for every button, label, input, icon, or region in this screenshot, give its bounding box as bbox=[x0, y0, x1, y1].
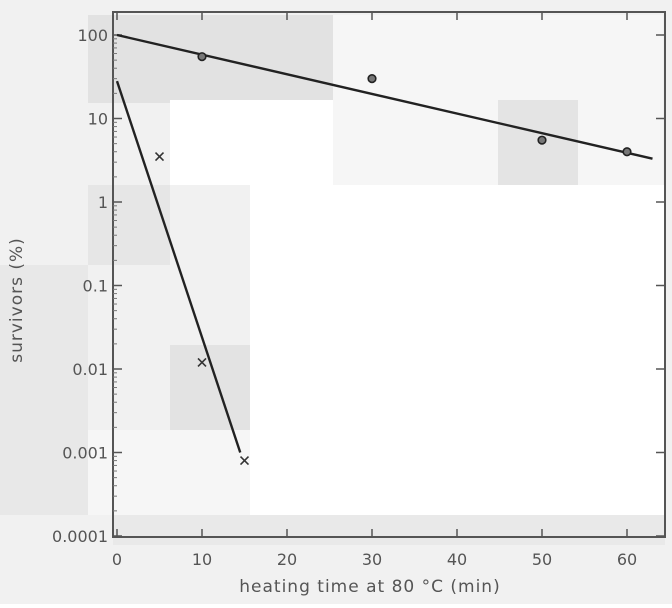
x-marker-stroke bbox=[239, 456, 250, 466]
data-point-x bbox=[239, 456, 250, 466]
x-tick-label: 20 bbox=[277, 550, 297, 569]
data-point-circle bbox=[197, 52, 207, 62]
data-point-circle bbox=[537, 135, 547, 145]
x-marker-stroke bbox=[197, 357, 207, 367]
y-tick-label: 0.01 bbox=[72, 360, 108, 379]
x-marker-stroke bbox=[154, 152, 165, 162]
data-point-x bbox=[154, 152, 165, 162]
y-tick-label: 0.001 bbox=[62, 444, 108, 463]
background-block bbox=[170, 100, 335, 185]
plot-frame bbox=[112, 11, 666, 538]
x-tick-label: 10 bbox=[192, 550, 212, 569]
ticks: 0 10 20 30 40 50 60 0.0001 0.001 0.01 0.1 1 10 100 bbox=[52, 12, 665, 569]
data-marks bbox=[115, 33, 653, 466]
background-block bbox=[498, 100, 578, 185]
background-block bbox=[88, 15, 333, 103]
y-tick-label: 0.0001 bbox=[52, 527, 108, 546]
background-block bbox=[250, 185, 665, 515]
data-point-circle bbox=[367, 74, 377, 84]
y-tick-label: 0.1 bbox=[83, 277, 108, 296]
y-tick-label: 100 bbox=[77, 26, 108, 45]
y-tick-label: 1 bbox=[98, 193, 108, 212]
background-block bbox=[0, 265, 88, 515]
data-point-circle bbox=[622, 147, 632, 157]
fit-line bbox=[115, 80, 242, 453]
y-tick-label: 10 bbox=[88, 110, 108, 129]
x-tick-label: 60 bbox=[617, 550, 637, 569]
background-block bbox=[88, 430, 250, 515]
x-tick-label: 0 bbox=[112, 550, 122, 569]
x-tick-label: 30 bbox=[362, 550, 382, 569]
plot-border bbox=[112, 11, 666, 538]
background-block bbox=[113, 515, 665, 545]
x-tick-label: 50 bbox=[532, 550, 552, 569]
data-point-x bbox=[197, 357, 207, 367]
x-axis-title: heating time at 80 °C (min) bbox=[239, 577, 500, 597]
y-axis-title: survivors (%) bbox=[7, 237, 27, 363]
x-tick-label: 40 bbox=[447, 550, 467, 569]
